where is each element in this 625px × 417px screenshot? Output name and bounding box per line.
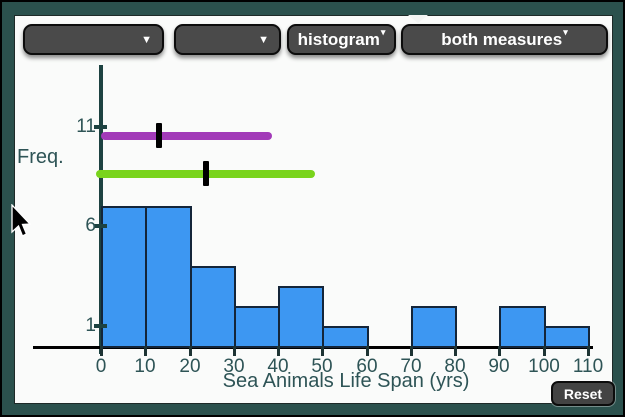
x-tick-label: 40 xyxy=(267,356,289,377)
x-tick xyxy=(144,346,147,356)
both-measures-button[interactable]: both measures ▾ xyxy=(401,24,608,55)
y-axis-label: Freq. xyxy=(17,146,64,168)
x-tick xyxy=(498,346,501,356)
dropdown-1[interactable]: ▼ xyxy=(23,24,164,55)
x-tick-label: 80 xyxy=(444,356,466,377)
x-tick-label: 70 xyxy=(400,356,422,377)
chevron-down-icon: ▼ xyxy=(258,33,269,46)
caret-icon: ▾ xyxy=(563,27,568,37)
histogram-bar xyxy=(234,306,280,348)
top-notch-pointer xyxy=(408,15,428,23)
chevron-down-icon: ▼ xyxy=(141,33,152,46)
x-tick-label: 90 xyxy=(488,356,510,377)
histogram-bar xyxy=(322,326,369,348)
x-tick xyxy=(233,346,236,356)
histogram-bar xyxy=(145,206,192,348)
green-measure-bar-marker xyxy=(203,161,209,186)
histogram-bar xyxy=(190,266,236,348)
histogram-bar xyxy=(544,326,590,348)
x-tick-label: 60 xyxy=(356,356,378,377)
x-tick xyxy=(277,346,280,356)
purple-measure-bar-marker xyxy=(156,123,162,148)
x-tick xyxy=(321,346,324,356)
y-tick-label: 11 xyxy=(76,116,96,137)
histogram-bar xyxy=(101,206,147,348)
x-tick xyxy=(410,346,413,356)
histogram-bar xyxy=(499,306,546,348)
x-tick-label: 50 xyxy=(311,356,333,377)
y-tick xyxy=(94,324,107,328)
x-tick-label: 110 xyxy=(572,356,604,377)
x-tick xyxy=(100,346,103,356)
x-tick xyxy=(587,346,590,356)
histogram-bar xyxy=(278,286,324,348)
y-tick-label: 6 xyxy=(85,215,96,236)
y-tick xyxy=(94,224,107,228)
histogram-button-label: histogram xyxy=(297,29,380,49)
reset-button[interactable]: Reset xyxy=(551,381,615,406)
x-axis-title: Sea Animals Life Span (yrs) xyxy=(222,370,470,392)
x-tick xyxy=(543,346,546,356)
x-tick-label: 10 xyxy=(134,356,156,377)
x-tick-label: 100 xyxy=(528,356,560,377)
x-tick-label: 30 xyxy=(223,356,245,377)
mouse-cursor-icon xyxy=(11,204,32,237)
plot-canvas: ▼ ▼ histogram ▾ both measures ▾ Freq. Sea … xyxy=(14,15,615,406)
x-tick xyxy=(189,346,192,356)
caret-icon: ▾ xyxy=(380,27,386,37)
x-tick-label: 0 xyxy=(95,356,107,377)
histogram-button[interactable]: histogram ▾ xyxy=(287,24,396,55)
x-tick xyxy=(454,346,457,356)
dropdown-2[interactable]: ▼ xyxy=(174,24,281,55)
x-tick-label: 20 xyxy=(179,356,201,377)
histogram-bar xyxy=(411,306,457,348)
reset-button-label: Reset xyxy=(563,385,603,402)
x-tick xyxy=(366,346,369,356)
y-tick xyxy=(94,125,107,129)
y-tick-label: 1 xyxy=(85,315,96,336)
purple-measure-bar[interactable] xyxy=(101,132,272,140)
both-measures-button-label: both measures xyxy=(441,29,563,49)
